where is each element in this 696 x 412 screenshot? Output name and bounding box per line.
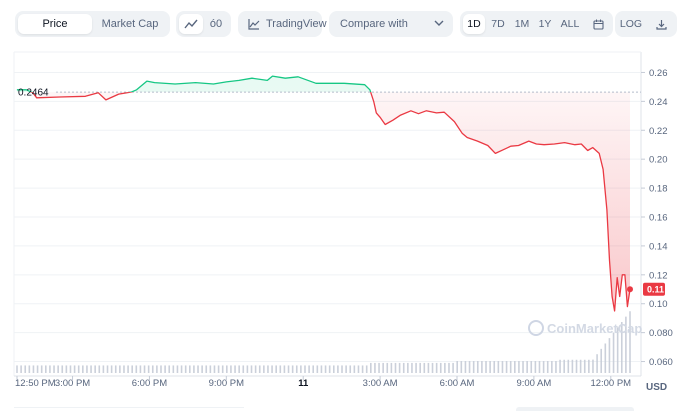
log-scale-button[interactable]: LOG <box>619 18 643 30</box>
download-button[interactable] <box>649 14 673 34</box>
reference-price-label: 0.2464 <box>18 88 49 99</box>
price-chart: CoinMarketCap 0.2464 0.26 0.24 0.22 0.20 0.1… <box>13 51 673 393</box>
timeframe-1d[interactable]: 1D <box>463 14 485 34</box>
x-tick-label: 3:00 AM <box>363 378 398 389</box>
price-lines <box>16 75 631 312</box>
y-tick-label: 0.060 <box>649 357 673 368</box>
bottom-edge <box>0 406 696 411</box>
watermark-text: CoinMarketCap <box>547 321 642 336</box>
y-tick-label: 0.14 <box>649 241 668 252</box>
x-axis-ticks: 12:50 PM 3:00 PM 6:00 PM 9:00 PM 11 3:00 AM 6:… <box>15 376 631 389</box>
x-tick-label: 12:50 PM <box>15 378 56 389</box>
y-tick-label: 0.16 <box>649 213 668 224</box>
y-tick-label: 0.18 <box>649 184 668 195</box>
current-price-label: 0.11 <box>647 284 664 294</box>
download-icon <box>655 19 667 30</box>
bottom-divider-left <box>14 407 244 412</box>
timeframe-7d[interactable]: 7D <box>491 18 505 30</box>
chart-toolbar: Price Market Cap ó0 TradingView Compare … <box>0 0 696 48</box>
y-tick-label: 0.20 <box>649 155 668 166</box>
chart-type-toggle: ó0 <box>176 11 231 37</box>
chart-options: LOG <box>615 11 677 37</box>
bottom-tab <box>516 407 634 411</box>
chart-frame <box>13 51 642 377</box>
price-line-up <box>16 75 372 93</box>
compare-with-label: Compare with <box>340 18 408 30</box>
y-tick-label: 0.080 <box>649 328 673 339</box>
y-tick-label: 0.26 <box>649 68 668 79</box>
compare-with-select[interactable]: Compare with <box>329 11 453 37</box>
tradingview-icon <box>248 18 260 30</box>
x-tick-label: 3:00 PM <box>55 378 90 389</box>
y-axis-ticks: 0.26 0.24 0.22 0.20 0.18 0.16 0.14 0.12 0.10 0.08… <box>641 68 673 368</box>
timeframe-selector: 1D 7D 1M 1Y ALL <box>460 11 613 37</box>
x-tick-label: 11 <box>298 378 309 389</box>
chevron-down-icon <box>434 19 444 27</box>
price-area-fills <box>16 76 630 311</box>
timeframe-1y[interactable]: 1Y <box>538 18 552 30</box>
coinmarketcap-watermark: CoinMarketCap <box>528 320 642 336</box>
chart-gridlines <box>14 71 641 363</box>
y-tick-label: 0.10 <box>649 299 668 310</box>
y-tick-label: 0.22 <box>649 126 668 137</box>
tab-price[interactable]: Price <box>18 14 92 34</box>
timeframe-all[interactable]: ALL <box>560 18 580 30</box>
currency-label: USD <box>646 382 667 393</box>
x-tick-label: 6:00 AM <box>440 378 475 389</box>
line-chart-icon <box>184 18 198 30</box>
calendar-button[interactable] <box>587 14 609 34</box>
x-tick-label: 12:00 PM <box>590 378 631 389</box>
volume-bars <box>16 311 631 373</box>
y-tick-label: 0.24 <box>649 97 668 108</box>
current-price-dot <box>627 286 633 293</box>
tradingview-label: TradingView <box>266 18 327 30</box>
current-price-badge-bg <box>643 282 665 296</box>
area-above-reference <box>16 76 630 93</box>
x-tick-label: 9:00 AM <box>516 378 551 389</box>
x-tick-label: 9:00 PM <box>209 378 244 389</box>
candle-chart-button[interactable]: ó0 <box>204 14 228 34</box>
tab-market-cap[interactable]: Market Cap <box>101 18 159 30</box>
line-chart-button[interactable] <box>179 14 203 34</box>
tradingview-button[interactable]: TradingView <box>238 11 327 37</box>
price-line-down <box>29 92 631 312</box>
y-tick-label: 0.12 <box>649 270 668 281</box>
candle-chart-icon: ó0 <box>209 18 223 30</box>
x-tick-label: 6:00 PM <box>132 378 167 389</box>
timeframe-1m[interactable]: 1M <box>514 18 530 30</box>
current-price-badge: 0.11 <box>643 282 665 296</box>
area-below-reference <box>31 92 630 311</box>
price-marketcap-toggle: Price Market Cap <box>15 11 170 37</box>
calendar-icon <box>592 19 604 30</box>
